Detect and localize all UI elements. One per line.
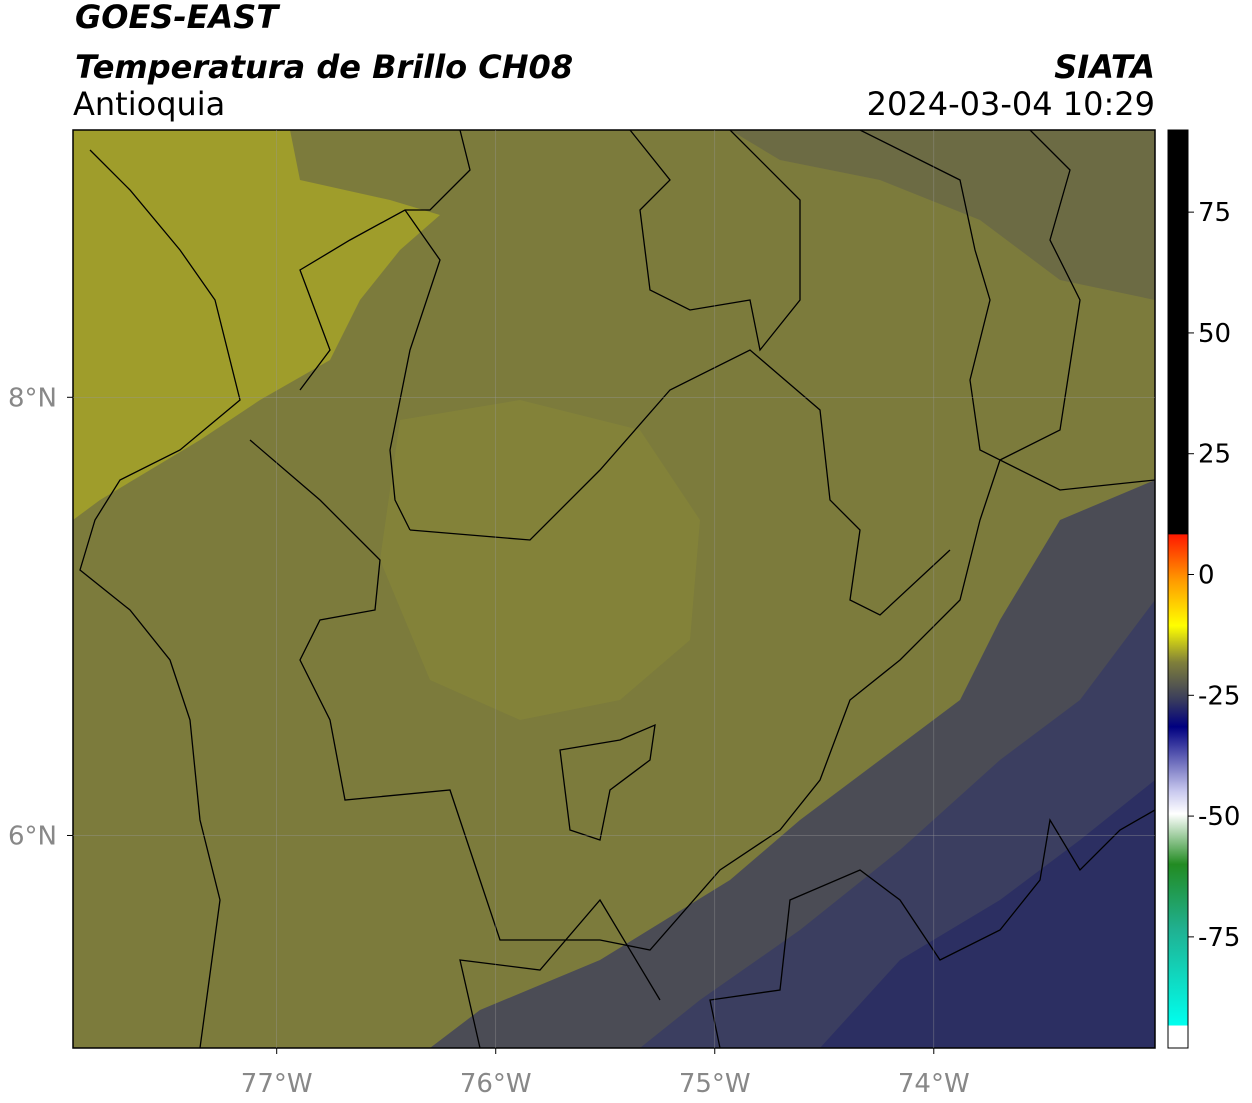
title-product: Temperatura de Brillo CH08: [75, 48, 573, 86]
region: Antioquia: [73, 85, 225, 123]
colorbar-tick-label: -25: [1198, 681, 1240, 711]
colorbar-tick-label: 50: [1198, 319, 1231, 349]
colorbar-tick-label: -75: [1198, 923, 1240, 953]
title-satellite: GOES-EAST: [75, 0, 280, 36]
colorbar-tick-label: -50: [1198, 802, 1240, 832]
map-image: [73, 130, 1155, 1048]
colorbar-tick-label: 25: [1198, 440, 1231, 470]
x-tick-label: 77°W: [241, 1069, 313, 1099]
x-tick-label: 76°W: [460, 1069, 532, 1099]
colorbar: [1167, 129, 1189, 1049]
institution: SIATA: [1054, 48, 1155, 86]
x-tick-label: 75°W: [679, 1069, 751, 1099]
colorbar-tick-label: 0: [1198, 561, 1215, 591]
map-frame: [72, 129, 1156, 1049]
y-tick-label: 8°N: [8, 383, 57, 413]
colorbar-tick-label: 75: [1198, 198, 1231, 228]
datetime: 2024-03-04 10:29: [867, 85, 1155, 123]
y-tick-label: 6°N: [8, 821, 57, 851]
x-tick-label: 74°W: [898, 1069, 970, 1099]
